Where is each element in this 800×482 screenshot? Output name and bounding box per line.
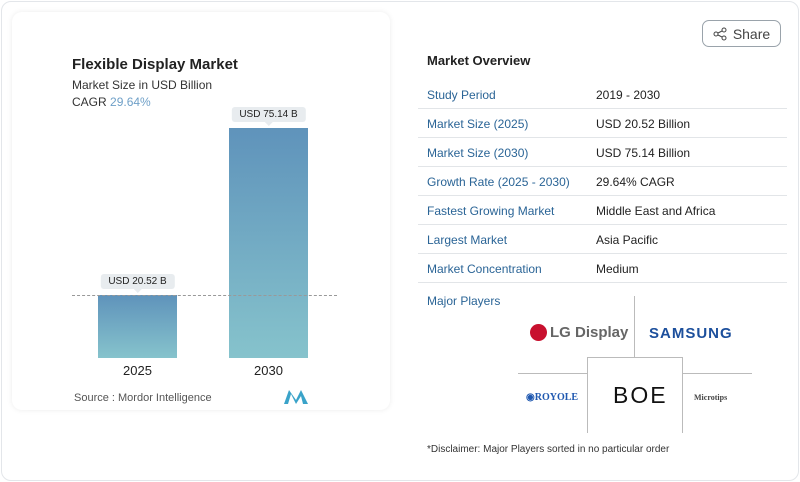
row-value: Asia Pacific: [596, 233, 659, 247]
overview-row: Market Size (2025) USD 20.52 Billion: [418, 109, 787, 138]
disclaimer: *Disclaimer: Major Players sorted in no …: [427, 444, 670, 455]
row-key: Growth Rate (2025 - 2030): [427, 175, 570, 189]
cagr-value: 29.64%: [110, 95, 151, 109]
overview-row: Growth Rate (2025 - 2030) 29.64% CAGR: [418, 167, 787, 196]
share-icon: [713, 27, 727, 40]
x-tick-label: 2025: [123, 363, 152, 378]
row-key: Market Size (2025): [427, 117, 529, 131]
row-key: Fastest Growing Market: [427, 204, 555, 218]
chart-cagr: CAGR 29.64%: [72, 95, 151, 109]
data-label: USD 20.52 B: [100, 274, 175, 294]
chart-source: Source : Mordor Intelligence: [74, 392, 212, 404]
x-tick-label: 2030: [254, 363, 283, 378]
row-key: Market Size (2030): [427, 146, 529, 160]
mordor-logo-icon: [284, 390, 308, 404]
logo-text: LG Display: [550, 324, 629, 341]
major-players-label: Major Players: [427, 294, 501, 308]
cagr-label: CAGR: [72, 95, 107, 109]
logo-text: ROYOLE: [534, 392, 579, 403]
overview-row: Market Concentration Medium: [418, 254, 787, 283]
row-value: Medium: [596, 262, 639, 276]
chart-card: [12, 12, 390, 410]
row-key: Market Concentration: [427, 262, 542, 276]
share-button[interactable]: Share: [702, 20, 781, 47]
row-value: 2019 - 2030: [596, 88, 661, 102]
overview-row: Fastest Growing Market Middle East and Af…: [418, 196, 787, 225]
row-value: USD 20.52 Billion: [596, 117, 691, 131]
logo-microtips: Microtips: [694, 393, 728, 402]
logo-royole: ◉ROYOLE: [526, 392, 579, 403]
overview-row: Market Size (2030) USD 75.14 Billion: [418, 138, 787, 167]
row-key: Study Period: [427, 88, 496, 102]
reference-line: [72, 295, 337, 296]
row-value: Middle East and Africa: [596, 204, 716, 218]
boe-box: [587, 357, 683, 433]
share-label: Share: [732, 25, 771, 42]
row-value: 29.64% CAGR: [596, 175, 675, 189]
overview-row: Largest Market Asia Pacific: [418, 225, 787, 254]
row-value: USD 75.14 Billion: [596, 146, 691, 160]
logo-boe: BOE: [613, 382, 668, 408]
bar-2025: [98, 295, 177, 358]
row-key: Largest Market: [427, 233, 508, 247]
data-label: USD 75.14 B: [231, 107, 306, 126]
divider: [518, 373, 587, 374]
divider: [634, 296, 635, 357]
chart-subtitle: Market Size in USD Billion: [72, 78, 213, 92]
overview-row: Study Period 2019 - 2030: [418, 80, 787, 109]
chart-title: Flexible Display Market: [72, 56, 238, 73]
logo-lg-display: LG Display: [530, 324, 628, 341]
bar-2030: [229, 128, 308, 358]
overview-title: Market Overview: [427, 53, 531, 68]
divider: [682, 373, 752, 374]
logo-samsung: SAMSUNG: [649, 325, 733, 342]
